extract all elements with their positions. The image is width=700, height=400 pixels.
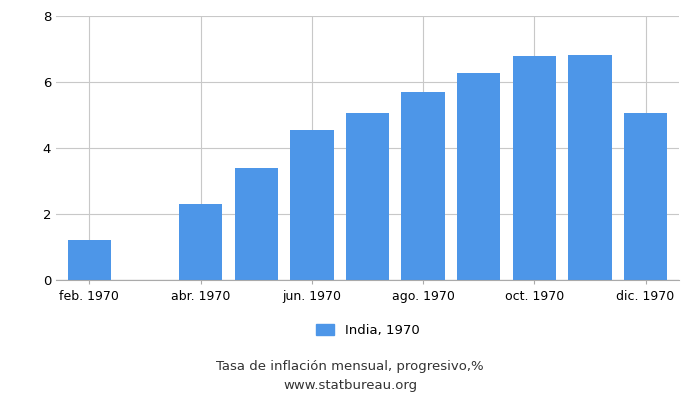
Bar	[512, 56, 556, 280]
Bar	[457, 73, 500, 280]
Bar	[234, 168, 278, 280]
Bar	[179, 204, 223, 280]
Bar	[568, 55, 612, 280]
Bar	[346, 113, 389, 280]
Legend: India, 1970: India, 1970	[316, 324, 419, 336]
Bar	[401, 92, 444, 280]
Bar	[624, 113, 667, 280]
Text: Tasa de inflación mensual, progresivo,%
www.statbureau.org: Tasa de inflación mensual, progresivo,% …	[216, 360, 484, 392]
Bar	[68, 240, 111, 280]
Bar	[290, 130, 334, 280]
